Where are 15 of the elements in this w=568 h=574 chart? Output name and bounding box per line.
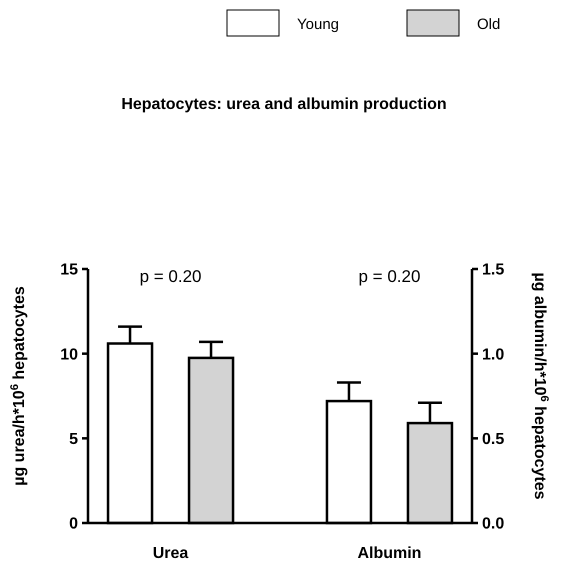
y-tick-label: 15 xyxy=(60,262,78,279)
chart-title: Hepatocytes: urea and albumin production xyxy=(121,96,447,113)
y-tick-label: 0 xyxy=(69,516,78,533)
annotation: p = 0.20 xyxy=(140,266,202,286)
y2-tick-label: 0.0 xyxy=(482,516,504,533)
legend-label: Old xyxy=(477,16,500,33)
y-tick-label: 10 xyxy=(60,346,78,364)
annotation: p = 0.20 xyxy=(358,266,420,286)
y-tick-label: 5 xyxy=(69,430,78,448)
y2-tick-label: 1.0 xyxy=(482,346,504,364)
y2-tick-label: 1.5 xyxy=(482,262,504,279)
x-tick-label: Urea xyxy=(152,545,188,562)
x-tick-label: Albumin xyxy=(357,545,422,562)
legend-label: Young xyxy=(297,16,339,33)
y2-tick-label: 0.5 xyxy=(482,430,504,448)
